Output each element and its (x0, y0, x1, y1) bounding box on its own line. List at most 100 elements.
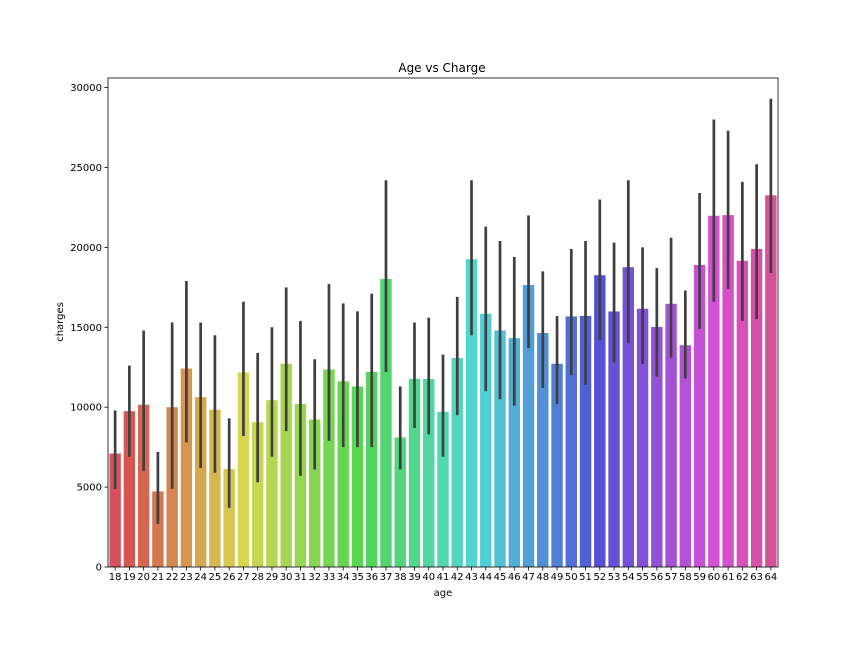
x-tick-label: 23 (180, 572, 193, 583)
x-tick-label: 49 (551, 572, 564, 583)
x-tick-label: 21 (152, 572, 165, 583)
bar-age-30 (280, 363, 292, 567)
bar-age-57 (665, 303, 677, 567)
x-tick-label: 32 (308, 572, 321, 583)
bar-age-45 (494, 330, 506, 567)
bar-age-36 (366, 371, 378, 567)
bar-age-47 (522, 284, 535, 567)
bar-age-24 (194, 397, 207, 567)
bar-age-55 (636, 308, 649, 567)
bar-age-54 (622, 267, 635, 567)
bar-age-58 (679, 345, 692, 567)
bar-age-19 (123, 411, 136, 567)
x-tick-label: 26 (223, 572, 236, 583)
x-tick-label: 24 (194, 572, 207, 583)
bar-age-44 (480, 313, 492, 567)
x-tick-label: 33 (323, 572, 336, 583)
x-tick-label: 20 (137, 572, 150, 583)
x-tick-label: 22 (166, 572, 179, 583)
bar-age-46 (508, 338, 520, 567)
x-tick-label: 38 (394, 572, 407, 583)
bar-age-61 (722, 215, 734, 568)
x-tick-label: 31 (294, 572, 307, 583)
bar-age-21 (152, 491, 164, 567)
chart-title: Age vs Charge (398, 61, 485, 75)
bar-age-56 (651, 326, 663, 567)
y-tick-label: 20000 (70, 243, 102, 254)
bar-age-20 (137, 404, 150, 567)
bar-age-27 (237, 372, 250, 567)
x-tick-label: 43 (465, 572, 478, 583)
x-tick-label: 59 (693, 572, 706, 583)
x-tick-label: 58 (679, 572, 692, 583)
bar-age-62 (736, 260, 749, 567)
x-tick-label: 19 (123, 572, 136, 583)
y-axis: 0 5000 10000 15000 20000 25000 30000 (70, 83, 108, 574)
bar-age-41 (437, 411, 449, 567)
y-tick-label: 10000 (70, 403, 102, 414)
bar-age-53 (608, 311, 620, 567)
x-tick-label: 62 (736, 572, 749, 583)
bar-age-18 (109, 453, 121, 567)
y-tick-label: 30000 (70, 83, 102, 94)
x-tick-label: 57 (665, 572, 678, 583)
bar-age-38 (394, 437, 406, 567)
x-tick-label: 30 (280, 572, 293, 583)
x-tick-label: 46 (508, 572, 521, 583)
bar-age-43 (465, 259, 478, 567)
bar-age-31 (294, 404, 307, 567)
bar-age-35 (351, 386, 364, 567)
x-axis-label: age (434, 588, 453, 599)
bar-age-52 (594, 275, 606, 567)
bar-age-33 (323, 369, 335, 567)
bar-age-34 (337, 381, 349, 567)
y-tick-label: 0 (96, 563, 102, 574)
x-tick-label: 54 (622, 572, 635, 583)
x-tick-label: 40 (422, 572, 435, 583)
x-tick-label: 18 (109, 572, 122, 583)
error-bars-group (113, 98, 773, 524)
y-tick-label: 15000 (70, 323, 102, 334)
bar-age-26 (223, 469, 235, 567)
bar-age-28 (251, 422, 264, 567)
bar-age-37 (380, 278, 392, 567)
y-axis-label: charges (55, 302, 66, 342)
x-tick-label: 53 (608, 572, 621, 583)
x-tick-label: 63 (750, 572, 763, 583)
bar-age-59 (693, 264, 706, 567)
bar-age-49 (551, 363, 563, 567)
bars-group (109, 195, 777, 568)
bar-age-48 (537, 333, 549, 567)
bar-age-63 (750, 248, 763, 568)
bar-age-39 (408, 378, 421, 567)
y-tick-label: 5000 (77, 483, 102, 494)
bar-age-32 (309, 419, 321, 567)
bar-age-60 (708, 215, 720, 567)
x-tick-label: 34 (337, 572, 350, 583)
x-tick-label: 45 (494, 572, 507, 583)
bar-age-64 (765, 195, 777, 567)
y-tick-label: 25000 (70, 163, 102, 174)
x-tick-label: 35 (351, 572, 364, 583)
x-tick-label: 41 (437, 572, 450, 583)
bar-age-42 (451, 357, 463, 567)
x-tick-label: 28 (251, 572, 264, 583)
x-tick-label: 37 (380, 572, 393, 583)
x-tick-label: 61 (722, 572, 735, 583)
x-tick-label: 25 (209, 572, 222, 583)
x-tick-label: 44 (479, 572, 492, 583)
plot-frame (107, 77, 779, 568)
bar-age-50 (565, 316, 577, 567)
x-tick-label: 64 (765, 572, 778, 583)
bar-age-23 (180, 368, 193, 567)
bar-age-25 (209, 409, 221, 567)
x-tick-label: 29 (266, 572, 279, 583)
x-tick-label: 56 (650, 572, 663, 583)
x-tick-label: 27 (237, 572, 250, 583)
x-tick-label: 42 (451, 572, 464, 583)
x-tick-label: 47 (522, 572, 535, 583)
x-tick-label: 36 (365, 572, 378, 583)
x-tick-label: 50 (565, 572, 578, 583)
bar-age-40 (423, 378, 435, 567)
